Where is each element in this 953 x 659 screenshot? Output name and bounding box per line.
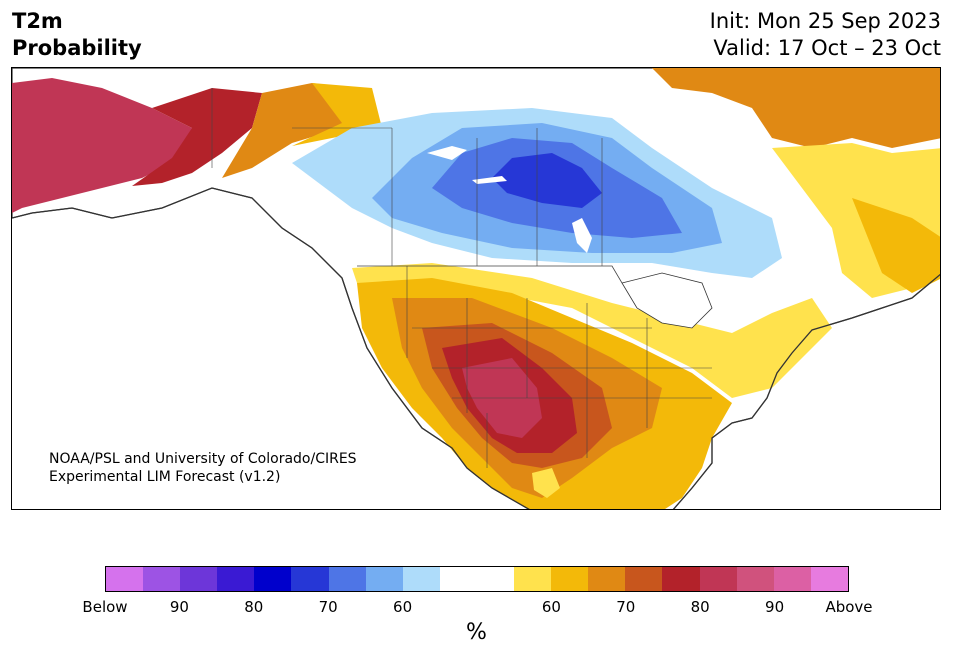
colorbar-segment <box>810 567 848 591</box>
colorbar-segment <box>662 567 700 591</box>
colorbar-segment <box>588 567 626 591</box>
colorbar-segment <box>402 567 440 591</box>
colorbar-segment <box>514 567 552 591</box>
colorbar-segment <box>439 567 477 591</box>
canada-cold-core <box>492 153 602 208</box>
credit-line-1: NOAA/PSL and University of Colorado/CIRE… <box>49 451 357 467</box>
colorbar-segment <box>365 567 403 591</box>
alaska-warm-region <box>12 78 192 213</box>
colorbar-ticks: Below 90 80 70 60 60 70 80 90 Above <box>82 598 872 618</box>
colorbar-tick-label: 90 <box>765 598 785 616</box>
great-slave-lake <box>472 176 507 184</box>
us-yellow-band <box>352 263 832 398</box>
east-coastline <box>672 273 940 509</box>
title-line-1: T2m <box>12 9 63 33</box>
colorbar-segment <box>699 567 737 591</box>
coastline-outline <box>12 187 530 509</box>
colorbar-segment <box>736 567 774 591</box>
credit-line-2: Experimental LIM Forecast (v1.2) <box>49 469 281 485</box>
colorbar-tick-label: 80 <box>690 598 710 616</box>
forecast-dates: Init: Mon 25 Sep 2023 Valid: 17 Oct – 23… <box>710 8 941 62</box>
colorbar-tick-label: Below <box>82 598 128 616</box>
mexico-yellow-spot <box>532 468 560 498</box>
colorbar-segment <box>328 567 366 591</box>
colorbar-segment <box>773 567 811 591</box>
probability-colorbar <box>105 566 849 592</box>
colorbar-segment <box>551 567 589 591</box>
great-lakes <box>621 272 713 329</box>
province-boundaries <box>211 88 603 266</box>
lake-winnipeg <box>572 218 592 253</box>
colorbar-tick-label: 70 <box>318 598 338 616</box>
colorbar-tick-label: 80 <box>244 598 264 616</box>
colorbar-segment <box>106 567 144 591</box>
colorbar-tick-label: 60 <box>393 598 413 616</box>
colorbar-segment <box>180 567 218 591</box>
alaska-red-band <box>132 88 262 186</box>
init-date-text: Init: Mon 25 Sep 2023 <box>709 9 941 33</box>
colorbar-segment <box>217 567 255 591</box>
colorbar-unit-label: % <box>466 620 487 645</box>
colorbar-segment <box>291 567 329 591</box>
colorbar-tick-label: 70 <box>616 598 636 616</box>
plot-title: T2m Probability <box>12 8 142 62</box>
northeast-canada-orange <box>652 68 940 148</box>
great-bear-lake <box>427 146 467 160</box>
map-canvas <box>12 68 940 509</box>
colorbar-tick-label: 90 <box>169 598 189 616</box>
colorbar-segment <box>254 567 292 591</box>
us-canada-border <box>357 265 623 284</box>
alaska-orange-band <box>222 83 352 178</box>
valid-date-text: Valid: 17 Oct – 23 Oct <box>713 36 941 60</box>
credit-text: NOAA/PSL and University of Colorado/CIRE… <box>49 450 357 486</box>
title-line-2: Probability <box>12 36 142 60</box>
forecast-map <box>11 67 941 510</box>
colorbar-segment <box>143 567 181 591</box>
state-boundaries <box>406 266 712 468</box>
colorbar-segment <box>476 567 515 591</box>
colorbar-segment <box>625 567 663 591</box>
colorbar-tick-label: 60 <box>541 598 561 616</box>
colorbar-tick-label: Above <box>825 598 873 616</box>
labrador-yellow <box>852 198 940 293</box>
